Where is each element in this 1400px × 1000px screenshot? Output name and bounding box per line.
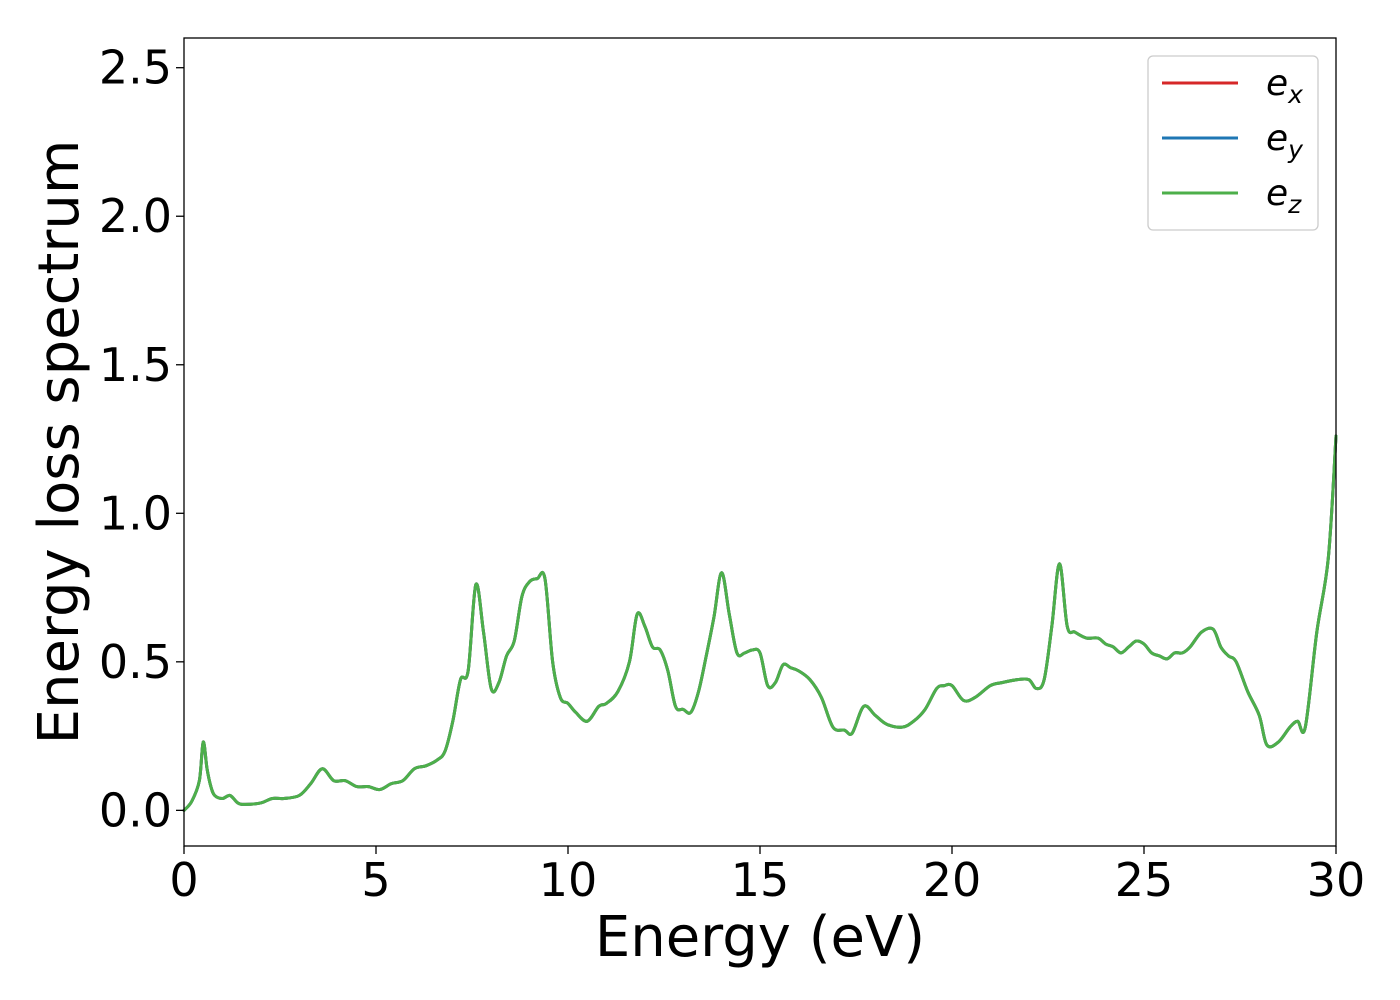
legend-box <box>1147 55 1319 231</box>
x-tick-label: 5 <box>361 853 390 907</box>
series-line-3 <box>182 434 1338 812</box>
y-tick-label: 1.5 <box>99 338 172 392</box>
y-tick-label: 0.0 <box>99 783 172 837</box>
y-tick-label: 1.0 <box>99 486 172 540</box>
plot-frame <box>183 37 1337 847</box>
legend-label-subscript: z <box>1287 190 1302 219</box>
legend-label-subscript: y <box>1287 135 1304 164</box>
x-tick-label: 15 <box>731 853 790 907</box>
x-tick-label: 25 <box>1115 853 1174 907</box>
x-axis-label: Energy (eV) <box>595 905 925 970</box>
y-tick-label: 2.0 <box>99 189 172 243</box>
y-axis-label: Energy loss spectrum <box>27 140 92 745</box>
x-tick-label: 0 <box>169 853 198 907</box>
x-tick-label: 10 <box>539 853 598 907</box>
y-tick-label: 2.5 <box>99 41 172 95</box>
legend-label-subscript: x <box>1287 80 1303 109</box>
x-tick-label: 30 <box>1307 853 1366 907</box>
y-tick-label: 0.5 <box>99 635 172 689</box>
x-axis-ticks: 0 5 10 15 20 25 30 <box>169 846 1365 907</box>
x-tick-label: 20 <box>923 853 982 907</box>
y-axis-ticks: 0.0 0.5 1.0 1.5 2.0 2.5 <box>99 41 184 837</box>
series-layer <box>182 434 1338 812</box>
